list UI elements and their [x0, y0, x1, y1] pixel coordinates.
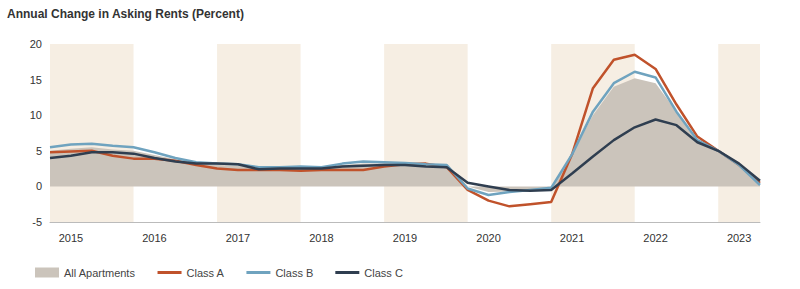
svg-text:2023: 2023: [727, 232, 751, 244]
svg-text:2019: 2019: [393, 232, 417, 244]
svg-text:2018: 2018: [309, 232, 333, 244]
svg-text:2015: 2015: [59, 232, 83, 244]
svg-text:2017: 2017: [226, 232, 250, 244]
svg-text:Class A: Class A: [187, 267, 225, 279]
svg-text:0: 0: [36, 180, 42, 192]
svg-text:10: 10: [30, 109, 42, 121]
svg-text:Class C: Class C: [364, 267, 403, 279]
svg-text:2021: 2021: [560, 232, 584, 244]
svg-text:2016: 2016: [142, 232, 166, 244]
svg-text:All Apartments: All Apartments: [64, 267, 135, 279]
svg-text:-5: -5: [32, 216, 42, 228]
svg-text:Annual Change in Asking Rents: Annual Change in Asking Rents (Percent): [7, 7, 244, 21]
svg-text:20: 20: [30, 38, 42, 50]
svg-text:5: 5: [36, 145, 42, 157]
svg-text:2022: 2022: [643, 232, 667, 244]
svg-text:2020: 2020: [476, 232, 500, 244]
svg-text:Class B: Class B: [275, 267, 313, 279]
svg-text:15: 15: [30, 74, 42, 86]
